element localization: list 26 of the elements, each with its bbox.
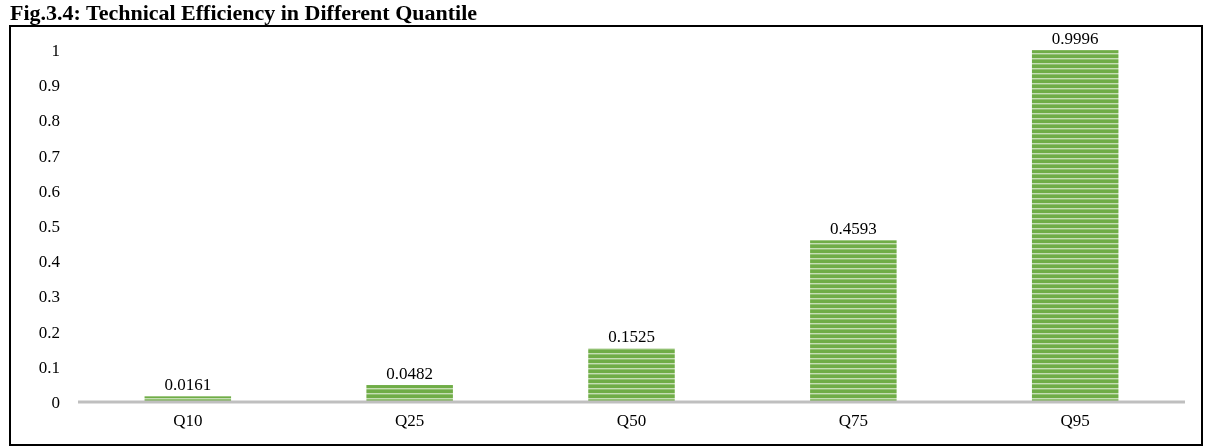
x-tick-label: Q25	[395, 411, 425, 430]
y-tick-label: 0.7	[38, 146, 61, 166]
data-label: 0.0482	[386, 364, 434, 384]
bar	[588, 348, 675, 402]
x-tick-label: Q75	[838, 411, 868, 430]
bar	[810, 240, 897, 402]
data-label: 0.1525	[608, 327, 655, 347]
x-tick-label: Q95	[1060, 411, 1090, 430]
y-tick-label: 0.8	[38, 111, 60, 131]
y-tick-label: 0.5	[38, 216, 60, 236]
y-tick-label: 0.6	[38, 181, 60, 201]
y-tick-label: 1	[51, 40, 60, 60]
y-tick-label: 0.9	[38, 76, 60, 96]
y-tick-label: 0.4	[38, 252, 61, 272]
data-label: 0.9996	[1051, 29, 1099, 49]
y-tick-label: 0.3	[38, 287, 60, 307]
data-label: 0.0161	[164, 375, 212, 395]
x-tick-label: Q50	[616, 411, 647, 430]
y-tick-label: 0.2	[38, 322, 60, 342]
x-tick-label: Q10	[173, 411, 203, 430]
data-label: 0.4593	[829, 219, 877, 239]
y-tick-label: 0.1	[38, 357, 60, 377]
bar	[366, 385, 453, 402]
y-tick-label: 0	[51, 392, 60, 412]
bar	[1031, 50, 1119, 402]
chart-title: Fig.3.4: Technical Efficiency in Different Quantile	[10, 0, 478, 25]
